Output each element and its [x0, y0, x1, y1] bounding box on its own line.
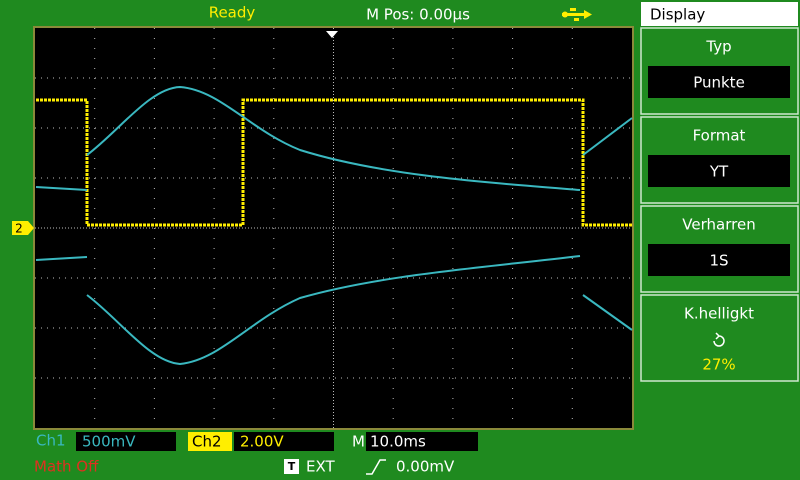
timebase-value: 10.0ms — [370, 433, 426, 451]
menu-item-label: Typ — [705, 38, 731, 56]
trigger-source: EXT — [306, 458, 335, 476]
trigger-level: 0.00mV — [396, 458, 455, 476]
ch2-trace — [36, 98, 632, 227]
menu-item-label: Verharren — [682, 216, 755, 234]
menu-item-value: Punkte — [693, 74, 745, 92]
screen — [33, 26, 634, 430]
grid — [35, 28, 632, 428]
knob-icon — [713, 332, 725, 347]
menu-item — [640, 294, 799, 382]
menu: Typ Punkte Format YT Verharren 1S K.helligkt 27… — [640, 27, 799, 382]
ch2-label-box — [188, 432, 232, 451]
ch2-scale-box — [234, 432, 334, 451]
trigger-slope-icon — [366, 459, 386, 475]
timebase-box — [366, 432, 478, 451]
menu-item-label: Format — [693, 127, 746, 145]
ch1-label: Ch1 — [36, 432, 66, 450]
menu-item-value: 1S — [709, 252, 728, 270]
menu-item-value-box — [648, 244, 790, 276]
trigger-icon: T — [288, 460, 296, 473]
ch2-label: Ch2 — [192, 433, 222, 451]
trigger-icon-box — [284, 459, 299, 474]
menu-item-value-box — [648, 66, 790, 98]
ch1-scale: 500mV — [82, 433, 136, 451]
ch1-trace-upper — [35, 85, 633, 191]
ch2-scale: 2.00V — [240, 433, 284, 451]
trigger-position-marker — [326, 31, 338, 38]
menu-title: Display — [650, 6, 705, 24]
menu-item-label: K.helligkt — [684, 305, 754, 323]
menu-item-value: YT — [709, 163, 729, 181]
ch1-scale-box — [76, 432, 176, 451]
menu-item-value-box — [648, 155, 790, 187]
math-status: Math Off — [34, 458, 99, 476]
ch1-trace-lower — [35, 255, 633, 366]
ch2-marker-label: 2 — [15, 222, 23, 236]
menu-item-value: 27% — [702, 356, 735, 374]
ch2-marker — [12, 221, 34, 235]
timebase-label: M — [352, 433, 365, 451]
usb-icon — [562, 8, 592, 21]
status-position: M Pos: 0.00µs — [366, 6, 470, 24]
status-state: Ready — [209, 4, 256, 22]
menu-title-box — [641, 2, 798, 26]
